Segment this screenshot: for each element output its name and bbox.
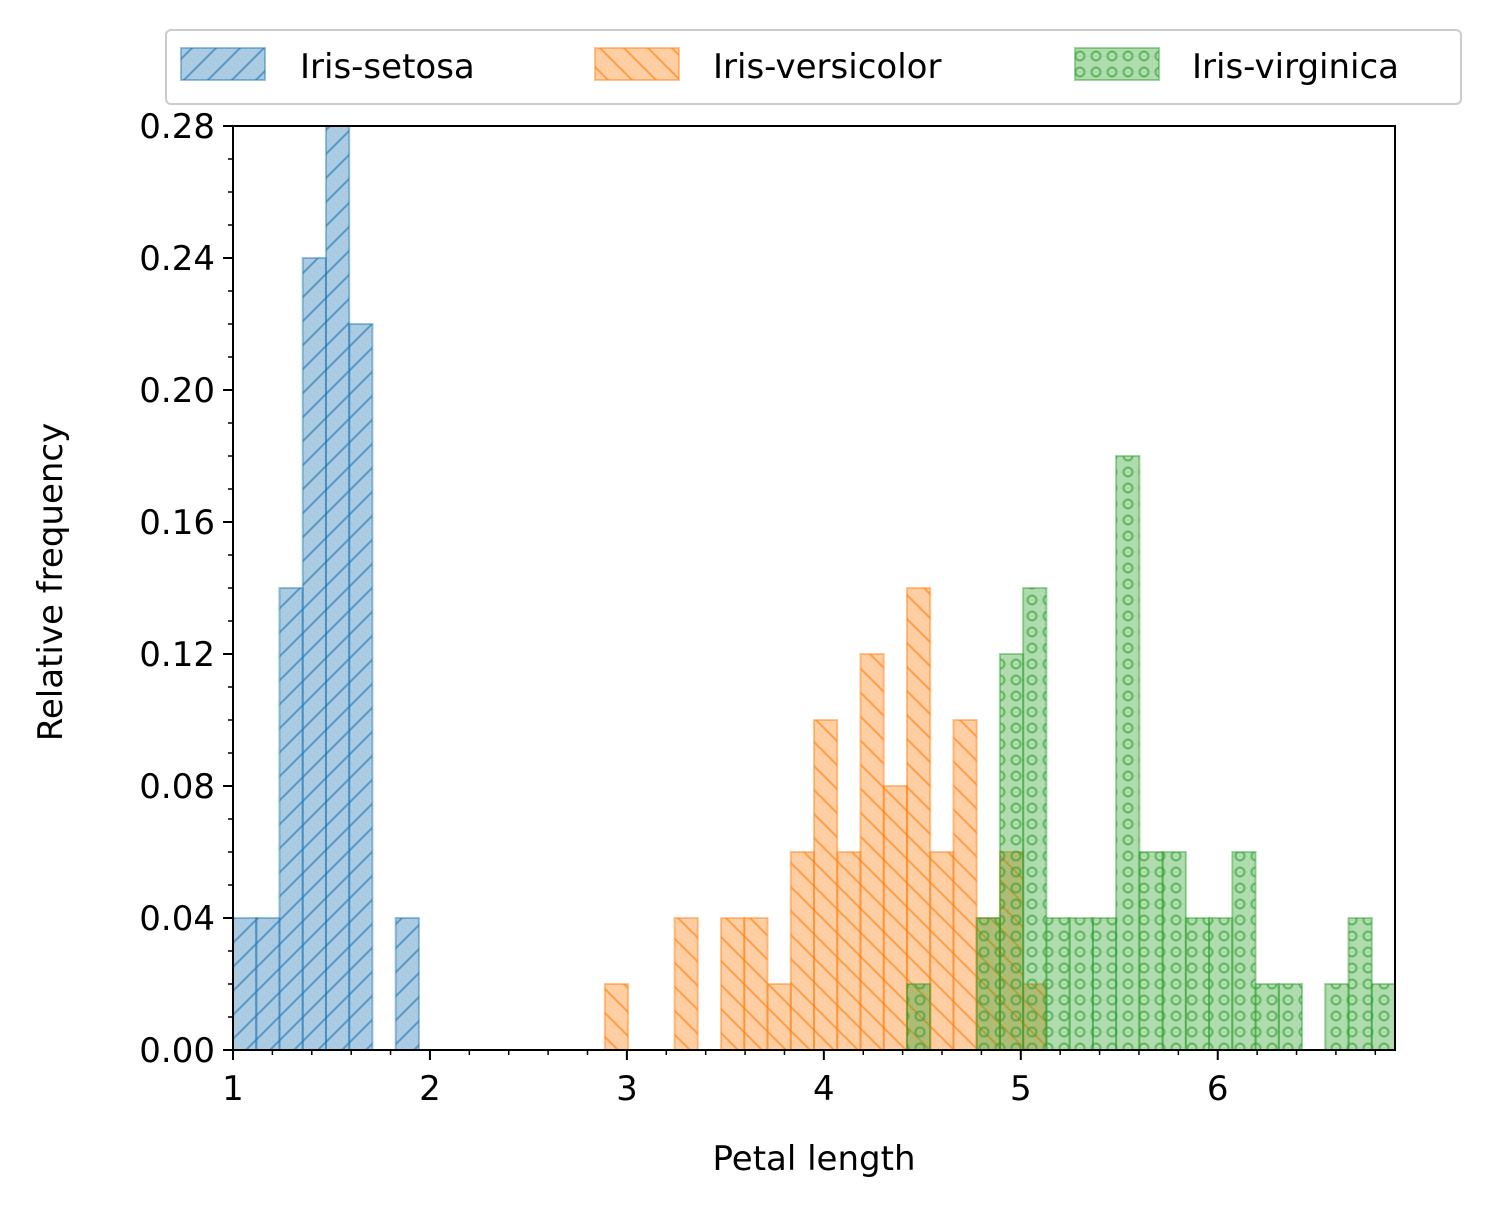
y-axis-label: Relative frequency [31, 423, 71, 741]
y-tick-label: 0.00 [139, 1031, 215, 1071]
histogram-bar-hatch [859, 653, 885, 1051]
x-tick-label: 2 [419, 1069, 441, 1109]
y-tick-label: 0.16 [139, 503, 215, 543]
histogram-bar-hatch [348, 323, 374, 1051]
legend-swatch-hatch [180, 47, 266, 81]
histogram-bar-hatch [813, 719, 839, 1051]
histogram-bar-hatch [882, 785, 908, 1051]
x-tick-label: 5 [1010, 1069, 1032, 1109]
histogram-bar-hatch [1324, 983, 1350, 1051]
legend-label: Iris-versicolor [713, 47, 941, 87]
histogram-bar-hatch [673, 917, 699, 1051]
x-axis-label: Petal length [712, 1139, 915, 1179]
histogram-bar-hatch [1045, 917, 1071, 1051]
histogram-bar-hatch [1208, 917, 1234, 1051]
y-tick-label: 0.20 [139, 371, 215, 411]
histogram-bar-hatch [1277, 983, 1304, 1051]
histogram-bar-hatch [743, 917, 769, 1051]
histogram-bar-hatch [836, 851, 862, 1051]
histogram-bar-hatch [766, 983, 792, 1051]
histogram-bar-hatch [1231, 851, 1257, 1051]
histogram-bar-hatch [1091, 917, 1118, 1051]
x-tick-label: 4 [813, 1069, 835, 1109]
y-tick-label: 0.12 [139, 635, 215, 675]
histogram-bar-hatch [324, 125, 351, 1051]
axis-ticks: 1 2 3 4 5 6 0.00 0.04 0.08 0.12 0.16 0.20 0.24 0.28 [139, 107, 1377, 1109]
histogram-bar-hatch [1115, 455, 1141, 1051]
y-tick-label: 0.04 [139, 899, 215, 939]
histogram-bar-hatch [603, 983, 630, 1051]
histogram-bar-hatch [1254, 983, 1280, 1051]
histogram-bar-hatch [1184, 917, 1211, 1051]
histogram-bar-hatch [1068, 917, 1094, 1051]
histogram-bar-hatch [929, 851, 955, 1051]
histogram-bar-hatch [975, 917, 1001, 1051]
series-iris-virginica [905, 455, 1397, 1051]
y-tick-label: 0.28 [139, 107, 215, 147]
histogram-bar-hatch [952, 719, 978, 1051]
legend-swatch-hatch [594, 47, 680, 81]
legend-label: Iris-virginica [1192, 47, 1399, 87]
x-tick-label: 3 [616, 1069, 638, 1109]
histogram-bar-hatch [278, 587, 304, 1051]
histogram-bar-hatch [232, 917, 258, 1051]
histogram-bar-hatch [905, 983, 932, 1051]
histogram-bar-hatch [1347, 917, 1373, 1051]
histogram-bar-hatch [1370, 983, 1397, 1051]
legend-label: Iris-setosa [300, 47, 475, 87]
x-tick-label: 6 [1207, 1069, 1229, 1109]
histogram-bar-hatch [905, 587, 932, 1051]
histogram-bar-hatch [1138, 851, 1164, 1051]
plot-frame [232, 125, 1396, 1051]
legend-swatch-hatch [1074, 47, 1160, 81]
histogram-bar-hatch [1161, 851, 1187, 1051]
plot-area [232, 125, 1397, 1051]
x-tick-label: 1 [222, 1069, 244, 1109]
histogram-bar-hatch [394, 917, 420, 1051]
y-tick-label: 0.08 [139, 767, 215, 807]
y-tick-label: 0.24 [139, 239, 215, 279]
histogram-bar-hatch [1022, 587, 1048, 1051]
histogram-bar-hatch [255, 917, 281, 1051]
histogram-bar-hatch [720, 917, 746, 1051]
series-iris-setosa [232, 125, 420, 1051]
histogram-bar-hatch [998, 653, 1025, 1051]
histogram-bar-hatch [301, 257, 327, 1051]
histogram-bar-hatch [789, 851, 816, 1051]
legend: Iris-setosa Iris-versicolor Iris-virginica [165, 29, 1462, 105]
